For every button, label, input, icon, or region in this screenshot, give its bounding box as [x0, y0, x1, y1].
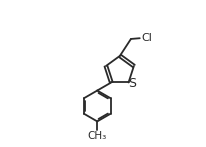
Text: S: S: [128, 77, 136, 90]
Text: Cl: Cl: [142, 33, 153, 43]
Text: CH₃: CH₃: [88, 131, 107, 141]
